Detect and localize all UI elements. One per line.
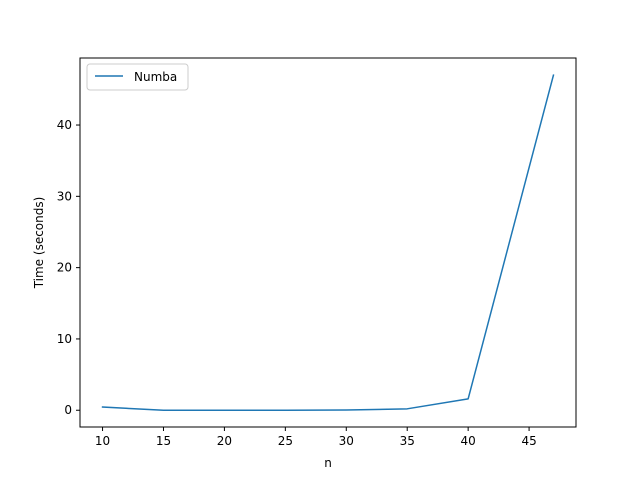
legend: Numba <box>86 63 189 91</box>
legend-box <box>86 63 189 91</box>
y-axis: 0 10 20 30 40 <box>57 118 80 417</box>
x-tick-label: 35 <box>400 434 415 448</box>
legend-label-numba: Numba <box>134 70 177 84</box>
x-tick-label: 30 <box>339 434 354 448</box>
y-tick-label: 20 <box>57 261 72 275</box>
x-tick-label: 15 <box>156 434 171 448</box>
y-tick-label: 0 <box>64 403 72 417</box>
x-tick-label: 10 <box>95 434 110 448</box>
y-tick-label: 10 <box>57 332 72 346</box>
plot-area <box>101 74 555 411</box>
y-tick-label: 40 <box>57 118 72 132</box>
series-line-numba <box>101 74 555 411</box>
x-tick-label: 25 <box>278 434 293 448</box>
x-axis: 10 15 20 25 30 35 40 45 <box>95 427 537 448</box>
x-tick-label: 45 <box>521 434 536 448</box>
axes-frame <box>79 57 577 428</box>
x-tick-label: 40 <box>461 434 476 448</box>
x-tick-label: 20 <box>217 434 232 448</box>
x-axis-label: n <box>324 456 332 470</box>
y-tick-label: 30 <box>57 189 72 203</box>
y-axis-label: Time (seconds) <box>32 197 46 290</box>
